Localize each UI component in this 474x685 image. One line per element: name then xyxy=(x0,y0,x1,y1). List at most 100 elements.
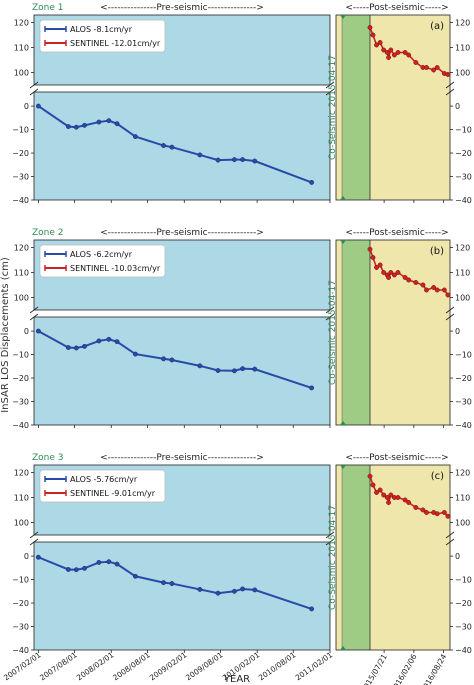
x-tick-label: 2010/08/01 xyxy=(257,650,298,682)
legend-entry: ALOS -8.1cm/yr xyxy=(70,25,133,34)
sentinel-point xyxy=(367,246,373,252)
y-tick-label-right: −10 xyxy=(455,576,472,585)
panel-1: 100 100 110 110 120 120 0 0 −10 −10 −20 −20 −30 −30 −4… xyxy=(12,3,472,205)
axis-break-mark xyxy=(29,313,39,321)
panel-2: 100 100 110 110 120 120 0 0 −10 −10 −20 −20 −30 −30 −4… xyxy=(12,228,472,430)
alos-point xyxy=(252,587,258,593)
axis-break-mark xyxy=(325,81,335,89)
y-tick-label-right: 100 xyxy=(455,519,470,528)
sentinel-point xyxy=(374,42,379,48)
alos-point xyxy=(35,554,41,560)
sentinel-point xyxy=(424,287,429,293)
axis-break-mark xyxy=(325,531,335,539)
sentinel-point xyxy=(420,282,426,288)
x-tick-label: 2015/07/21 xyxy=(359,652,389,685)
y-tick-label: −30 xyxy=(12,173,29,182)
legend: ALOS -8.1cm/yr SENTINEL -12.01cm/yr xyxy=(39,19,166,53)
sentinel-point xyxy=(434,287,440,293)
x-tick-label: 2007/08/01 xyxy=(38,650,79,682)
sentinel-point xyxy=(388,492,394,498)
y-tick-label-right: 110 xyxy=(455,494,470,503)
y-tick-label: 0 xyxy=(24,102,29,111)
legend-entry: SENTINEL -12.01cm/yr xyxy=(70,39,161,48)
y-tick-label: 0 xyxy=(24,552,29,561)
y-tick-label-right: −40 xyxy=(455,421,472,430)
sentinel-point xyxy=(367,473,373,479)
y-tick-label-right: 120 xyxy=(455,19,470,28)
upper-frame xyxy=(33,14,331,86)
x-tick-labels: 2007/02/012007/08/012008/02/012008/08/01… xyxy=(2,650,448,685)
alos-point xyxy=(161,356,166,362)
alos-point xyxy=(82,122,87,128)
alos-line xyxy=(37,105,312,184)
sentinel-point xyxy=(424,510,429,515)
zone-label: Zone 1 xyxy=(32,3,64,13)
alos-point xyxy=(309,606,315,612)
alos-point xyxy=(309,385,315,391)
sentinel-point xyxy=(406,52,412,58)
post-frame xyxy=(335,14,451,201)
gap-strip xyxy=(330,465,336,650)
sentinel-point xyxy=(384,495,390,500)
alos-point xyxy=(215,157,221,163)
x-tick-label: 2016/08/24 xyxy=(419,652,449,685)
axis-break-mark xyxy=(445,306,455,314)
y-tick-label: −20 xyxy=(12,599,29,608)
alos-point xyxy=(96,338,102,344)
y-tick-label: −30 xyxy=(12,398,29,407)
sentinel-point xyxy=(381,492,387,498)
y-tick-label-right: 110 xyxy=(455,44,470,53)
legend-entry: SENTINEL -10.03cm/yr xyxy=(70,264,161,273)
alos-point xyxy=(252,366,258,372)
alos-point xyxy=(231,588,237,594)
alos-point xyxy=(65,567,71,572)
alos-point xyxy=(65,124,71,129)
y-tick-label-right: 100 xyxy=(455,294,470,303)
alos-point xyxy=(82,343,87,349)
upper-frame xyxy=(33,239,331,311)
alos-point xyxy=(73,345,79,351)
alos-point xyxy=(132,573,138,579)
co-seismic-marker-bottom xyxy=(340,646,346,650)
axis-break-mark xyxy=(325,306,335,314)
y-tick-label-right: −30 xyxy=(455,398,472,407)
sentinel-point xyxy=(377,487,383,493)
alos-point xyxy=(240,157,246,163)
sentinel-point xyxy=(370,255,376,260)
alos-point xyxy=(114,339,120,345)
post-frame xyxy=(335,464,451,651)
alos-point xyxy=(35,103,41,109)
legend-box xyxy=(39,244,166,278)
alos-point xyxy=(197,586,203,592)
alos-point xyxy=(231,368,237,374)
co-seismic-marker-top xyxy=(340,465,346,469)
co-seismic-bar xyxy=(342,240,370,425)
y-tick-label: −10 xyxy=(12,351,29,360)
sentinel-point xyxy=(445,513,451,519)
alos-point xyxy=(215,590,221,596)
y-tick-label: −20 xyxy=(12,374,29,383)
y-tick-label: −10 xyxy=(12,576,29,585)
y-tick-label: −20 xyxy=(12,149,29,158)
panel-letter: (b) xyxy=(430,246,444,257)
sentinel-point xyxy=(445,292,451,298)
sentinel-point xyxy=(420,507,426,513)
alos-point xyxy=(231,157,237,163)
axis-break-mark xyxy=(29,81,39,89)
alos-point xyxy=(73,567,79,573)
sentinel-point xyxy=(370,482,376,488)
sentinel-point xyxy=(434,511,440,517)
zone-label: Zone 2 xyxy=(32,228,64,238)
alos-point xyxy=(169,144,175,150)
pre-seismic-lower-bg xyxy=(34,317,330,425)
alos-point xyxy=(82,565,87,571)
y-tick-label-right: 0 xyxy=(455,552,460,561)
sentinel-point xyxy=(377,40,383,45)
axis-break-mark xyxy=(29,531,39,539)
alos-point xyxy=(73,124,79,130)
x-axis-label: YEAR xyxy=(223,674,250,685)
co-seismic-marker-top xyxy=(340,15,346,19)
co-seismic-label: Co-Seismic 2015-04-17 xyxy=(328,55,338,160)
alos-point xyxy=(106,336,112,342)
